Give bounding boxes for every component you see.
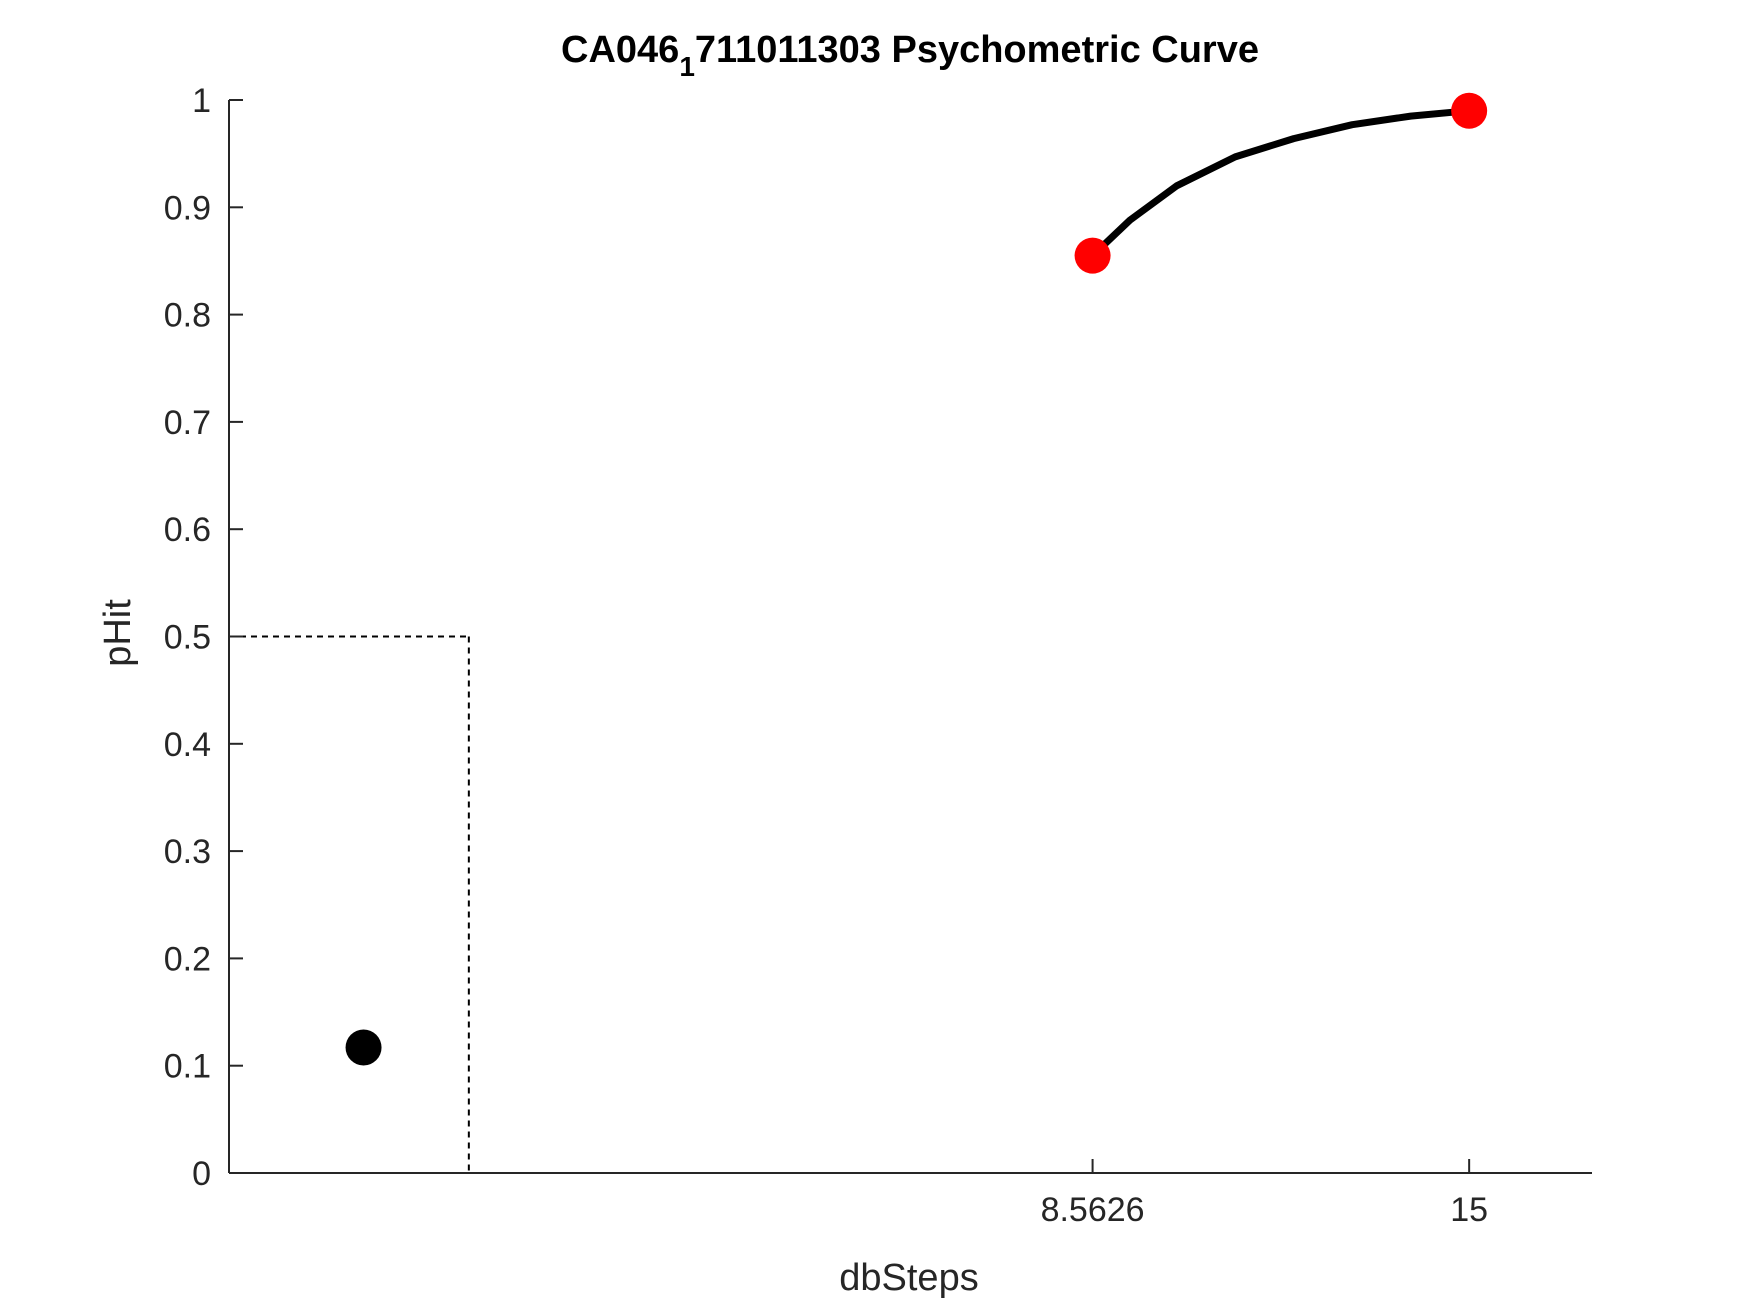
series-layer (345, 92, 1488, 1066)
data-point (1074, 237, 1111, 274)
x-tick-label: 8.5626 (1041, 1191, 1145, 1229)
y-tick-label: 1 (192, 82, 211, 120)
y-tick-label: 0.6 (164, 511, 211, 549)
chart-title: CA0461711011303 Psychometric Curve (561, 29, 1259, 82)
y-tick-label: 0.4 (164, 726, 211, 764)
y-tick-label: 0.7 (164, 404, 211, 442)
title-main: CA046 (561, 29, 679, 71)
y-tick-label: 0.9 (164, 189, 211, 227)
ticks: 0 0.1 0.2 0.3 0.4 0.5 0.6 0.7 0.8 0.9 1 8.5626 15 (164, 82, 1488, 1229)
y-tick-label: 0.2 (164, 940, 211, 978)
y-tick-label: 0.5 (164, 619, 211, 657)
x-axis-label: dbSteps (839, 1257, 978, 1299)
fit-curve (1089, 107, 1473, 260)
axes (228, 100, 1592, 1174)
title-subscript: 1 (679, 51, 695, 82)
data-point (1451, 92, 1488, 129)
data-point (345, 1029, 382, 1066)
title-rest: 711011303 Psychometric Curve (695, 29, 1259, 71)
reference-lines (229, 635, 470, 1173)
y-tick-label: 0.3 (164, 833, 211, 871)
y-tick-label: 0.1 (164, 1048, 211, 1086)
y-tick-label: 0.8 (164, 297, 211, 335)
x-tick-label: 15 (1450, 1191, 1488, 1229)
y-tick-label: 0 (192, 1155, 211, 1193)
y-axis-label: pHit (97, 599, 139, 667)
